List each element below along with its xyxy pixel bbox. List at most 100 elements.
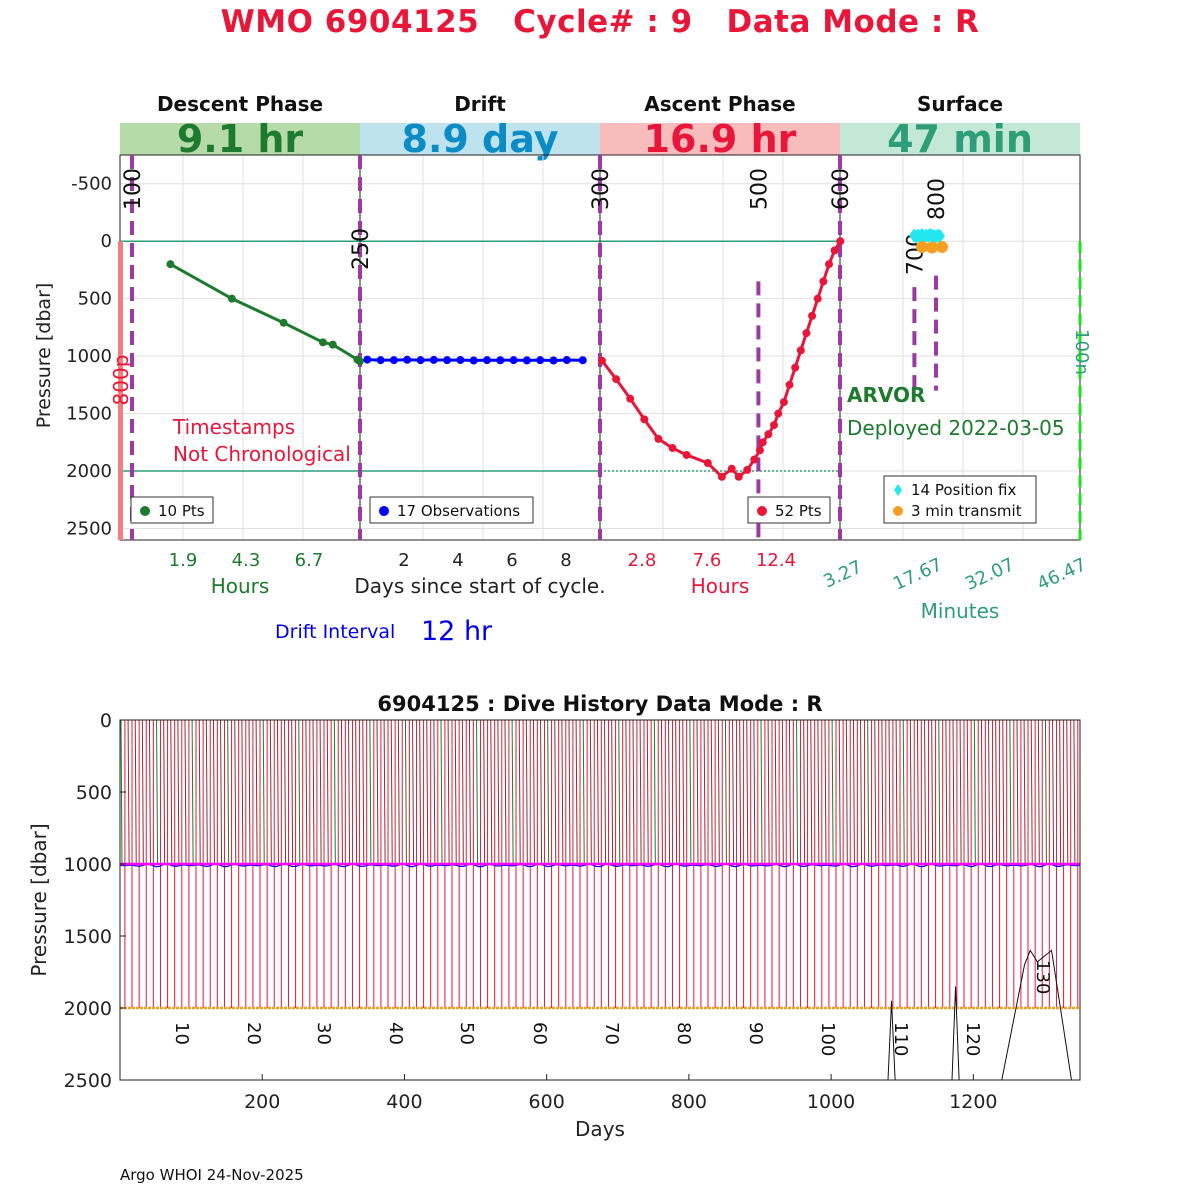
x-tick-label: 6 — [506, 550, 517, 571]
history-x-tick: 600 — [529, 1091, 565, 1113]
footer-credit: Argo WHOI 24-Nov-2025 — [120, 1166, 304, 1184]
phase-duration-3: 47 min — [887, 117, 1033, 161]
history-descent-line — [255, 719, 258, 865]
history-descent-line — [148, 719, 151, 865]
history-descent-line — [170, 719, 173, 865]
history-descent-line — [682, 719, 685, 865]
history-descent-line — [1044, 719, 1047, 865]
descent-point — [227, 294, 236, 303]
cycle-label: 70 — [601, 1022, 622, 1045]
history-descent-line — [895, 719, 898, 865]
history-descent-line — [675, 719, 678, 865]
drift-point — [536, 356, 545, 365]
cycle-label: 30 — [313, 1022, 334, 1045]
x-unit-ascent: Hours — [691, 574, 750, 598]
history-descent-line — [163, 719, 166, 865]
drift-point — [549, 356, 558, 365]
history-descent-line — [241, 719, 244, 865]
history-descent-line — [625, 719, 628, 865]
history-descent-line — [767, 719, 770, 865]
cycle-label: 110 — [890, 1022, 911, 1056]
x-tick-label: 6.7 — [295, 550, 324, 571]
history-descent-line — [916, 719, 919, 865]
main-title: WMO 6904125 Cycle# : 9 Data Mode : R — [220, 4, 980, 40]
history-y-tick: 1500 — [64, 926, 112, 948]
drift-point — [469, 356, 478, 365]
drift-point — [578, 356, 587, 365]
history-descent-line — [511, 719, 514, 865]
history-descent-line — [419, 719, 422, 865]
history-descent-line — [589, 719, 592, 865]
history-descent-line — [788, 719, 791, 865]
svg-text:52 Pts: 52 Pts — [775, 502, 822, 520]
y-tick-label: 1000 — [66, 346, 112, 367]
history-descent-line — [568, 719, 571, 865]
marker-label-800: 800 — [925, 178, 950, 220]
ascent-line — [600, 240, 842, 479]
transmit-point — [936, 240, 948, 253]
x-tick-label: 2.8 — [628, 550, 657, 571]
position-fix-series — [909, 227, 945, 244]
x-tick-label: 2 — [398, 550, 409, 571]
history-descent-line — [632, 719, 635, 865]
history-descent-line — [340, 719, 343, 865]
drift-point — [416, 356, 425, 365]
y-tick-label: 500 — [78, 289, 112, 310]
history-deep-spikes — [887, 949, 1072, 1081]
history-descent-line — [710, 719, 713, 865]
ascent-point — [612, 375, 621, 384]
y-tick-label: 2000 — [66, 461, 112, 482]
history-descent-line — [796, 719, 799, 865]
ascent-point — [785, 380, 794, 389]
cycle-label: 90 — [745, 1022, 766, 1045]
marker-label-300: 300 — [589, 168, 614, 210]
ascent-point — [668, 444, 677, 453]
history-descent-line — [888, 719, 891, 865]
y-tick-label: -500 — [71, 174, 112, 195]
phase-title-3: Surface — [917, 92, 1003, 116]
history-descent-line — [596, 719, 599, 865]
history-descent-line — [973, 719, 976, 865]
dive-history-chart: 6904125 : Dive History Data Mode : R 0 500… — [27, 692, 1081, 1141]
history-descent-line — [561, 719, 564, 865]
history-descent-line — [582, 719, 585, 865]
history-x-tick: 200 — [244, 1091, 280, 1113]
phase-title-2: Ascent Phase — [644, 92, 795, 116]
history-descent-line — [860, 719, 863, 865]
history-descent-line — [753, 719, 756, 865]
history-descent-line — [646, 719, 649, 865]
ascent-point — [774, 409, 783, 418]
history-descent-line — [276, 719, 279, 865]
drift-point — [483, 356, 492, 365]
history-descent-line — [362, 719, 365, 865]
drift-point — [429, 355, 438, 364]
descent-point — [318, 338, 327, 347]
history-descent-line — [376, 719, 379, 865]
history-descent-line — [746, 719, 749, 865]
cycle-label: 130 — [1032, 960, 1053, 994]
history-y-tick: 2000 — [64, 998, 112, 1020]
history-descent-line — [412, 719, 415, 865]
marker-label-250: 250 — [349, 228, 374, 270]
marker-label-600: 600 — [829, 168, 854, 210]
history-descent-line — [575, 719, 578, 865]
x-tick-label: 1.9 — [169, 550, 198, 571]
history-descent-line — [668, 719, 671, 865]
ascent-point — [808, 311, 817, 320]
history-descent-line — [198, 719, 201, 865]
history-y-tick: 500 — [76, 782, 112, 804]
history-descent-line — [653, 719, 656, 865]
history-descent-line — [540, 719, 543, 865]
cycle-label: 50 — [456, 1022, 477, 1045]
history-descent-line — [483, 719, 486, 865]
x-tick-label: 7.6 — [693, 550, 722, 571]
history-descent-line — [781, 719, 784, 865]
position-fix-point — [935, 229, 945, 244]
history-descent-line — [220, 719, 223, 865]
drift-point — [562, 356, 571, 365]
phase-duration-1: 8.9 day — [402, 117, 559, 161]
phase-banner-2 — [600, 123, 840, 155]
history-descent-line — [938, 719, 941, 865]
svg-text:10 Pts: 10 Pts — [158, 502, 205, 520]
